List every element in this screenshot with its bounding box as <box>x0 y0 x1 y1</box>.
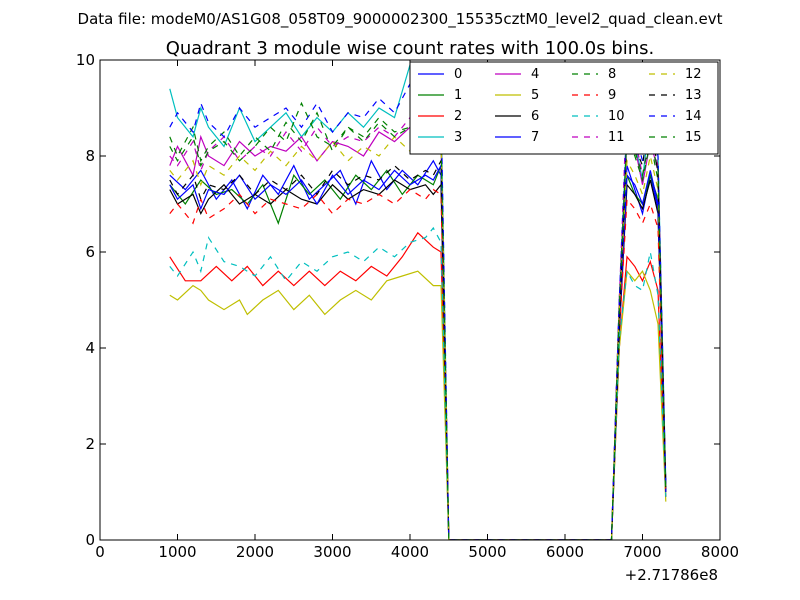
series-line-0 <box>169 159 667 540</box>
legend-label-0: 0 <box>454 67 462 82</box>
x-tick-label: 7000 <box>623 543 661 561</box>
legend-label-10: 10 <box>608 109 625 124</box>
series-line-9 <box>169 188 667 540</box>
legend-label-15: 15 <box>685 130 702 145</box>
series-line-13 <box>169 107 667 540</box>
series-line-8 <box>169 111 667 540</box>
legend-label-3: 3 <box>454 130 462 145</box>
x-tick-label: 5000 <box>468 543 506 561</box>
x-tick-label: 2000 <box>236 543 274 561</box>
chart-suptitle: Data file: modeM0/AS1G08_058T09_90000023… <box>78 10 723 29</box>
x-offset-label: +2.71786e8 <box>625 566 718 584</box>
legend-label-5: 5 <box>531 88 539 103</box>
legend-label-12: 12 <box>685 67 702 82</box>
series-line-2 <box>169 231 667 540</box>
legend-label-14: 14 <box>685 109 702 124</box>
chart-title: Quadrant 3 module wise count rates with … <box>166 38 655 59</box>
legend-label-8: 8 <box>608 67 616 82</box>
series-line-5 <box>169 269 667 540</box>
legend-label-13: 13 <box>685 88 702 103</box>
x-tick-label: 3000 <box>313 543 351 561</box>
x-tick-label: 4000 <box>391 543 429 561</box>
series-line-6 <box>169 179 667 540</box>
y-tick-label: 10 <box>76 51 95 69</box>
legend-label-9: 9 <box>608 88 616 103</box>
series-line-7 <box>169 163 667 540</box>
legend-label-11: 11 <box>608 130 625 145</box>
legend-label-7: 7 <box>531 130 539 145</box>
series-line-15 <box>169 101 667 540</box>
legend-box <box>409 61 719 155</box>
y-tick-label: 0 <box>85 531 95 549</box>
series-line-12 <box>169 129 667 540</box>
y-tick-label: 4 <box>85 339 95 357</box>
legend-label-1: 1 <box>454 88 462 103</box>
x-tick-label: 0 <box>95 543 105 561</box>
series-line-1 <box>169 165 667 540</box>
series-line-11 <box>169 98 667 540</box>
x-tick-label: 8000 <box>701 543 739 561</box>
legend-label-2: 2 <box>454 109 462 124</box>
x-tick-label: 1000 <box>158 543 196 561</box>
y-tick-label: 6 <box>85 243 95 261</box>
y-tick-label: 2 <box>85 435 95 453</box>
legend-label-6: 6 <box>531 109 539 124</box>
y-tick-label: 8 <box>85 147 95 165</box>
series-line-14 <box>169 82 667 540</box>
legend-label-4: 4 <box>531 67 539 82</box>
x-tick-label: 6000 <box>546 543 584 561</box>
series-line-10 <box>169 226 667 540</box>
